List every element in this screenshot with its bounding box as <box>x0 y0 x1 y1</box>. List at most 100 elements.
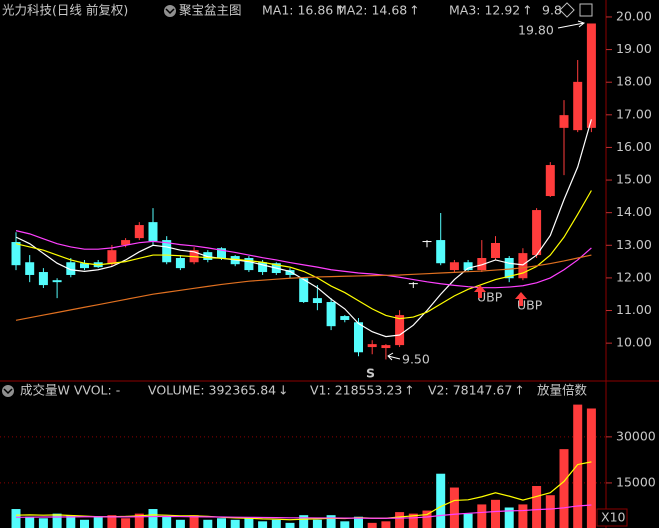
volume-bar <box>299 515 309 528</box>
volume-bar <box>244 518 254 528</box>
candle-body <box>217 248 226 259</box>
y-tick-label: 20.00 <box>616 8 652 23</box>
candle-body <box>326 302 336 327</box>
candle-body <box>491 243 500 259</box>
volume-bar <box>340 521 350 528</box>
candle-body <box>422 241 432 243</box>
ma-line <box>15 254 592 321</box>
volume-bar <box>271 519 281 528</box>
candle-body <box>573 81 583 131</box>
y-tick-label: 18.00 <box>616 74 652 89</box>
volume-title: 成交量W VVOL: - <box>20 383 120 398</box>
header-note: 9.8 <box>542 3 562 18</box>
menu-icon[interactable] <box>164 5 176 17</box>
unit-box <box>596 508 628 527</box>
volume-bar <box>162 516 172 528</box>
volume-bar <box>285 522 295 528</box>
candle-body <box>299 278 309 303</box>
candle-body <box>80 263 89 269</box>
volume-note: 放量倍数 <box>537 383 588 398</box>
legend-arrow: ↑ <box>404 383 414 398</box>
annotation-arrow <box>557 20 586 29</box>
volume-bar <box>559 449 569 528</box>
legend-arrow: ↓ <box>278 383 288 398</box>
candle-body <box>107 250 117 265</box>
y-tick-label: 17.00 <box>616 106 652 121</box>
candle-body <box>244 258 254 271</box>
candle-body <box>518 253 528 279</box>
volume-bar <box>80 519 89 528</box>
volume-bar <box>354 516 363 528</box>
signal-arrow <box>515 292 527 306</box>
signal-arrow <box>474 285 486 298</box>
volume-bar <box>25 516 35 528</box>
annotation: UBP <box>477 290 503 305</box>
candle-body <box>175 258 185 269</box>
diamond-icon[interactable] <box>559 2 575 18</box>
volume-bar <box>395 512 405 528</box>
legend-arrow: ↑ <box>514 383 524 398</box>
volume-bar <box>422 510 432 528</box>
volume-bar <box>586 408 596 528</box>
candle-body <box>25 262 35 275</box>
volume-bar <box>449 487 459 528</box>
candle-body <box>408 283 418 285</box>
volume-bar <box>258 521 268 528</box>
legend-arrow: ↑ <box>522 3 532 18</box>
volume-bar <box>477 504 487 528</box>
volume-bar <box>148 509 158 528</box>
candle-body <box>203 252 213 260</box>
candle-body <box>11 242 21 266</box>
volume-bar <box>134 513 144 528</box>
legend-entry: V2: 78147.67 <box>428 383 512 398</box>
menu-icon[interactable] <box>2 385 14 397</box>
candle-body <box>395 315 405 346</box>
volume-bar <box>381 521 391 528</box>
volume-bar <box>38 518 48 528</box>
legend-entry: MA1: 16.86 <box>262 3 333 18</box>
volume-bar <box>436 473 446 528</box>
volume-bar <box>203 519 213 528</box>
volume-bar <box>326 515 336 528</box>
candle-body <box>162 240 172 263</box>
candle-body <box>38 272 48 286</box>
volume-bar <box>312 519 322 528</box>
annotation-arrow <box>387 352 401 361</box>
y-tick-label: 16.00 <box>616 139 652 154</box>
candle-body <box>586 23 596 128</box>
annotation: 19.80 <box>518 23 554 38</box>
unit-label: X10 <box>601 510 626 525</box>
y-tick-label: 15000 <box>616 474 656 489</box>
candle-body <box>545 165 555 197</box>
legend-arrow: ↑ <box>409 3 419 18</box>
ma-line <box>15 190 592 320</box>
volume-bar <box>518 504 528 528</box>
volume-bar <box>532 486 542 528</box>
candle-body <box>436 240 446 264</box>
candle-body <box>559 115 569 128</box>
legend-entry: V1: 218553.23 <box>310 383 402 398</box>
volume-bar <box>491 499 500 528</box>
volume-bar <box>573 404 583 528</box>
candle-body <box>52 280 62 283</box>
candle-body <box>121 240 131 245</box>
volume-ma-line <box>15 504 592 519</box>
candle-body <box>381 345 391 349</box>
ma-line <box>15 230 592 289</box>
indicator-title: 聚宝盆主图 <box>179 3 242 18</box>
volume-bar <box>408 513 418 528</box>
volume-bar <box>121 518 131 528</box>
volume-bar <box>52 513 62 528</box>
candle-body <box>66 262 76 275</box>
y-tick-label: 30000 <box>616 428 656 443</box>
y-tick-label: 10.00 <box>616 335 652 350</box>
stock-title: 光力科技(日线 前复权) <box>2 3 128 18</box>
candle-body <box>354 322 363 353</box>
y-tick-label: 15.00 <box>616 172 652 187</box>
menu-icon-glyph <box>165 8 175 15</box>
candle-body <box>367 344 377 348</box>
candle-body <box>504 258 514 279</box>
window-icon[interactable] <box>579 3 593 17</box>
volume-bar <box>66 515 76 528</box>
